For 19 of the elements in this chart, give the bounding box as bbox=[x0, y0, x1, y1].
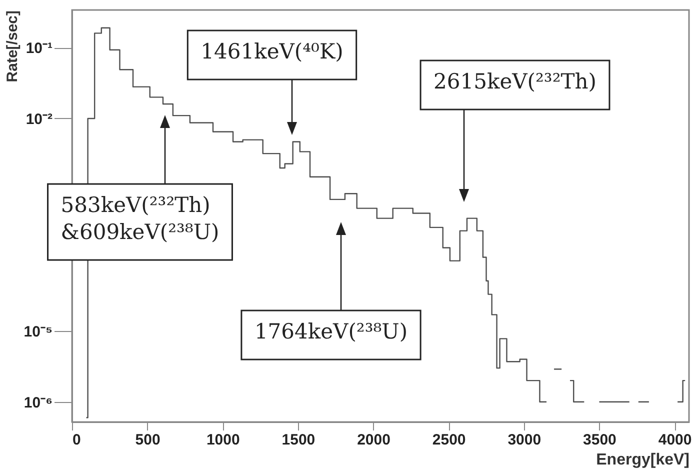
annotation: 1461keV(⁴⁰K) bbox=[200, 39, 344, 64]
x-axis-title: Energy[keV] bbox=[596, 452, 690, 468]
x-tick-label: 3500 bbox=[583, 432, 616, 448]
x-tick-label: 500 bbox=[135, 432, 160, 448]
x-tick-label: 1500 bbox=[282, 432, 316, 448]
y-tick-label: 10⁻² bbox=[26, 111, 52, 128]
x-tick-label: 1000 bbox=[206, 432, 240, 448]
y-axis-title: Rate[/sec] bbox=[4, 10, 21, 82]
x-tick-label: 2500 bbox=[432, 432, 466, 448]
x-tick-label: 4000 bbox=[658, 432, 692, 448]
annotation: 583keV(²³²Th) &609keV(²³⁸U) bbox=[60, 192, 220, 244]
y-tick-label: 10⁻⁶ bbox=[24, 394, 52, 412]
x-tick-label: 3000 bbox=[508, 432, 542, 448]
y-tick-label: 10⁻⁵ bbox=[24, 324, 52, 341]
y-tick-label: 10⁻¹ bbox=[26, 40, 52, 58]
x-tick-label: 0 bbox=[72, 432, 81, 448]
x-tick-label: 2000 bbox=[357, 432, 390, 448]
annotation: 2615keV(²³²Th) bbox=[434, 69, 596, 94]
annotation: 1764keV(²³⁸U) bbox=[254, 319, 408, 344]
